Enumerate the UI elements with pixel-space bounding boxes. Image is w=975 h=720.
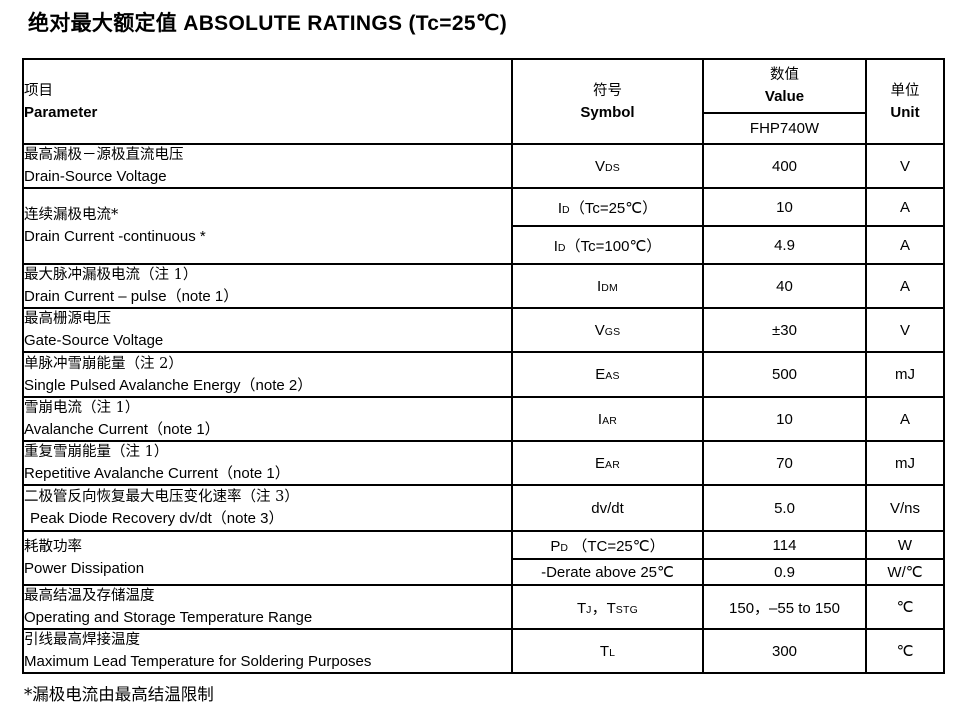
unit-cell: V (865, 143, 945, 189)
symbol-cell: IAR (511, 396, 704, 442)
symbol-cell: VDS (511, 143, 704, 189)
value-cell: 300 (702, 628, 867, 674)
symbol-cell: dv/dt (511, 484, 704, 532)
table-row-tj-tstg: 最高结温及存储温度 Operating and Storage Temperat… (22, 584, 945, 630)
table-row-pd-derate: -Derate above 25℃ 0.9 W/℃ (23, 558, 945, 586)
header-row: 项目 Parameter 符号 Symbol 数值 Value 单位 Unit (22, 58, 945, 145)
param-cell: 耗散功率 Power Dissipation (22, 530, 513, 586)
table-row-id-100: ID（Tc=100℃） 4.9 A (23, 225, 945, 265)
symbol-cell: EAS (511, 351, 704, 398)
value-cell: 114 (702, 530, 867, 560)
param-cell: 单脉冲雪崩能量（注 2） Single Pulsed Avalanche Ene… (22, 351, 513, 398)
param-cell: 最高栅源电压 Gate-Source Voltage (22, 307, 513, 353)
symbol-cell: IDM (511, 263, 704, 309)
param-cell: 引线最高焊接温度 Maximum Lead Temperature for So… (22, 628, 513, 674)
unit-cell: mJ (865, 351, 945, 398)
param-cell: 最大脉冲漏极电流（注 1） Drain Current – pulse（note… (22, 263, 513, 309)
value-cell: 4.9 (702, 225, 867, 265)
value-cell: 5.0 (702, 484, 867, 532)
symbol-cell: ID（Tc=25℃） (511, 187, 704, 227)
table-row-pd: 耗散功率 Power Dissipation PD （TC=25℃） 114 W (22, 530, 945, 586)
unit-cell: ℃ (865, 584, 945, 630)
unit-cell: A (865, 225, 945, 265)
table-row-eas: 单脉冲雪崩能量（注 2） Single Pulsed Avalanche Ene… (22, 351, 945, 398)
value-cell: 40 (702, 263, 867, 309)
value-cell: 500 (702, 351, 867, 398)
part-number-cell: FHP740W (702, 112, 867, 145)
table-row-tl: 引线最高焊接温度 Maximum Lead Temperature for So… (22, 628, 945, 674)
table-row-id-25: 连续漏极电流* Drain Current -continuous * ID（T… (22, 187, 945, 265)
footnote-en: *Drain current limited by maximum juncti… (24, 718, 975, 720)
header-parameter-zh: 项目 (24, 82, 53, 99)
header-parameter: 项目 Parameter (22, 58, 513, 145)
param-cell: 最高漏极－源极直流电压 Drain-Source Voltage (22, 143, 513, 189)
symbol-cell: PD （TC=25℃） (511, 530, 704, 560)
symbol-cell: VGS (511, 307, 704, 353)
symbol-cell: TJ，TSTG (511, 584, 704, 630)
unit-cell: A (865, 263, 945, 309)
header-symbol-zh: 符号 (593, 82, 622, 99)
value-cell: 400 (702, 143, 867, 189)
value-cell: 150，–55 to 150 (702, 584, 867, 630)
value-cell: 10 (702, 396, 867, 442)
param-cell: 重复雪崩能量（注 1） Repetitive Avalanche Current… (22, 440, 513, 486)
param-cell: 最高结温及存储温度 Operating and Storage Temperat… (22, 584, 513, 630)
value-cell: 70 (702, 440, 867, 486)
unit-cell: A (865, 187, 945, 227)
unit-cell: A (865, 396, 945, 442)
symbol-cell: ID（Tc=100℃） (511, 225, 704, 265)
value-cell: ±30 (702, 307, 867, 353)
symbol-cell: EAR (511, 440, 704, 486)
header-subrow: FHP740W (23, 112, 944, 145)
header-symbol-en: Symbol (580, 103, 635, 121)
header-value-en: Value (764, 88, 805, 105)
table-row-dvdt: 二极管反向恢复最大电压变化速率（注 3） Peak Diode Recovery… (22, 484, 945, 532)
header-unit: 单位 Unit (865, 58, 945, 145)
header-unit-en: Unit (890, 103, 920, 121)
param-cell: 二极管反向恢复最大电压变化速率（注 3） Peak Diode Recovery… (22, 484, 513, 532)
table-row-vgs: 最高栅源电压 Gate-Source Voltage VGS ±30 V (22, 307, 945, 353)
unit-cell: W (865, 530, 945, 560)
unit-cell: mJ (865, 440, 945, 486)
header-unit-zh: 单位 (890, 82, 920, 99)
unit-cell: V (865, 307, 945, 353)
page-title: 绝对最大额定值 ABSOLUTE RATINGS (Tc=25℃) (28, 12, 507, 35)
table-row-ear: 重复雪崩能量（注 1） Repetitive Avalanche Current… (22, 440, 945, 486)
header-symbol: 符号 Symbol (511, 58, 704, 145)
table-row-idm: 最大脉冲漏极电流（注 1） Drain Current – pulse（note… (22, 263, 945, 309)
header-value-zh: 数值 (770, 67, 799, 83)
unit-cell: W/℃ (865, 558, 945, 586)
param-cell: 雪崩电流（注 1） Avalanche Current（note 1） (22, 396, 513, 442)
unit-cell: ℃ (865, 628, 945, 674)
unit-cell: V/ns (865, 484, 945, 532)
value-cell: 10 (702, 187, 867, 227)
absolute-ratings-table: 项目 Parameter 符号 Symbol 数值 Value 单位 Unit … (22, 58, 945, 674)
value-cell: 0.9 (702, 558, 867, 586)
table-row-iar: 雪崩电流（注 1） Avalanche Current（note 1） IAR … (22, 396, 945, 442)
symbol-cell: TL (511, 628, 704, 674)
header-parameter-en: Parameter (24, 103, 98, 121)
part-number: FHP740W (749, 120, 820, 137)
param-cell: 连续漏极电流* Drain Current -continuous * (22, 187, 513, 265)
symbol-cell: -Derate above 25℃ (511, 558, 704, 586)
footnote-zh: *漏极电流由最高结温限制 (24, 685, 214, 704)
table-row-vds: 最高漏极－源极直流电压 Drain-Source Voltage VDS 400… (22, 143, 945, 189)
header-value: 数值 Value (702, 58, 867, 114)
